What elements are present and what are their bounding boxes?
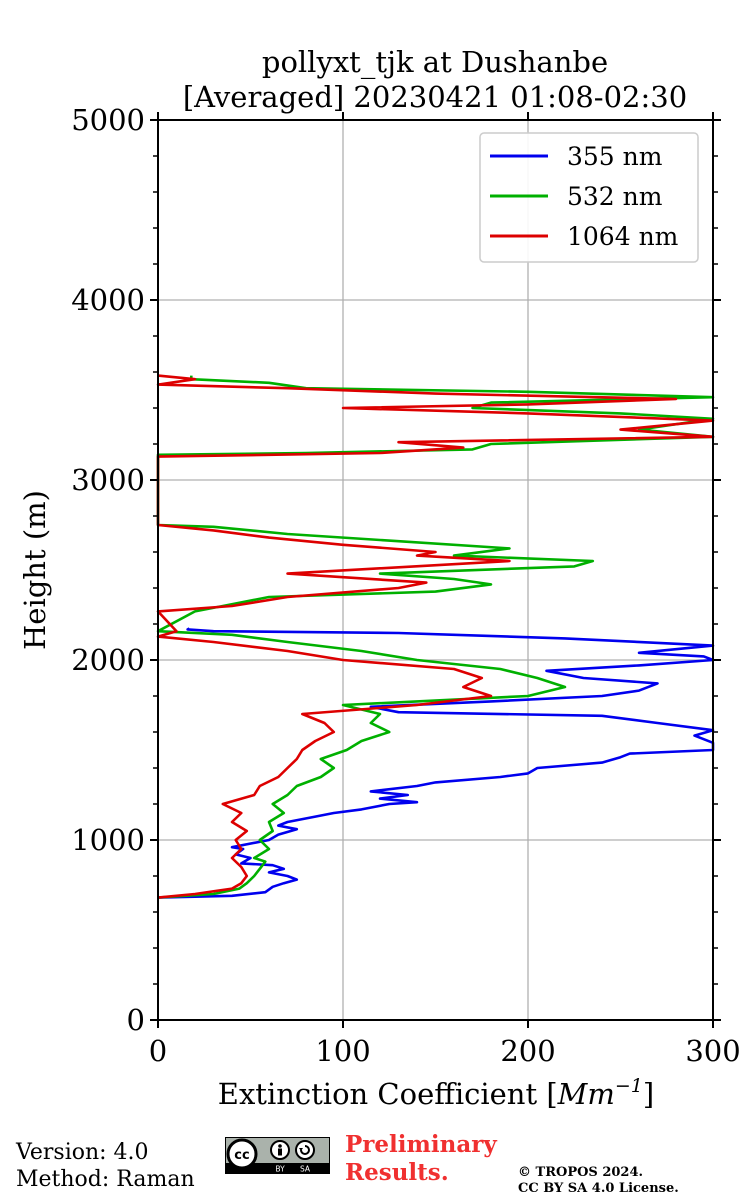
- y-tick-label-4: 4000: [71, 283, 145, 317]
- y-tick-label-0: 0: [127, 1003, 145, 1037]
- preliminary-line1: Preliminary: [345, 1131, 497, 1158]
- cc-license-badge[interactable]: cc BY SA: [225, 1137, 330, 1174]
- extinction-chart: pollyxt_tjk at Dushanbe [Averaged] 20230…: [18, 45, 741, 1111]
- preliminary-line2: Results.: [345, 1159, 449, 1186]
- y-tick-label-2: 2000: [71, 643, 145, 677]
- data-series: [156, 374, 715, 899]
- x-tick-label-1: 100: [315, 1034, 370, 1068]
- series-line-355-nm: [157, 627, 715, 899]
- series-line-532-nm: [156, 375, 715, 899]
- copyright-line2: CC BY SA 4.0 License.: [518, 1181, 679, 1196]
- cc-icon: cc: [226, 1138, 258, 1170]
- share-alike-icon: [295, 1140, 315, 1160]
- x-axis-label: Extinction Coefficient [Mm−1]: [218, 1075, 654, 1111]
- y-tick-label-1: 1000: [71, 823, 145, 857]
- by-label: BY: [275, 1165, 285, 1174]
- legend-label-532: 532 nm: [567, 182, 663, 211]
- y-tick-label-3: 3000: [71, 463, 145, 497]
- cc-badge-bottom-band: [226, 1163, 329, 1173]
- grid-lines: [158, 120, 713, 1020]
- x-tick-label-0: 0: [149, 1034, 167, 1068]
- legend-label-1064: 1064 nm: [567, 222, 679, 251]
- x-axis-label-close: ]: [643, 1077, 654, 1111]
- version-text: Version: 4.0: [16, 1140, 149, 1165]
- copyright-line1: © TROPOS 2024.: [518, 1165, 644, 1180]
- x-tick-label-2: 200: [500, 1034, 555, 1068]
- legend-box: [479, 132, 699, 263]
- plot-frame: [157, 119, 714, 1021]
- person-icon: [270, 1140, 290, 1160]
- x-axis-label-exponent: −1: [615, 1075, 643, 1097]
- y-tick-label-5: 5000: [71, 103, 145, 137]
- sa-label: SA: [300, 1165, 311, 1174]
- chart-title-line2: [Averaged] 20230421 01:08-02:30: [183, 80, 687, 114]
- legend: 355 nm 532 nm 1064 nm: [479, 132, 699, 263]
- legend-label-355: 355 nm: [567, 142, 663, 171]
- x-axis-label-unit: Mm: [557, 1077, 615, 1111]
- cc-icon-text: cc: [234, 1148, 249, 1163]
- method-text: Method: Raman: [16, 1167, 195, 1192]
- chart-title-line1: pollyxt_tjk at Dushanbe: [262, 45, 608, 80]
- x-tick-label-3: 300: [685, 1034, 740, 1068]
- y-axis-label: Height (m): [18, 490, 52, 650]
- x-axis-label-main: Extinction Coefficient [: [218, 1077, 558, 1111]
